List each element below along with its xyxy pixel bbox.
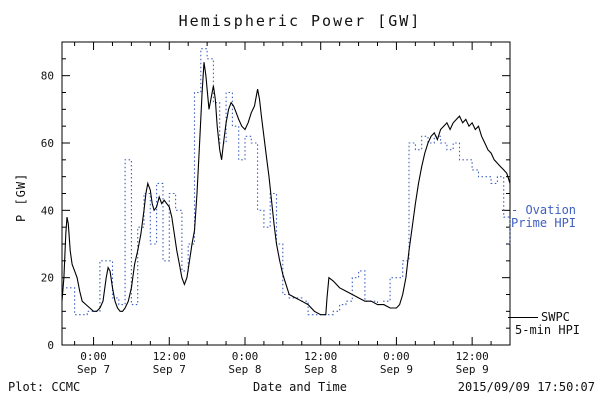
legend-swpc-line2: 5-min HPI <box>515 323 581 337</box>
svg-text:0: 0 <box>47 339 54 352</box>
legend-ovation-line2: Prime HPI <box>511 216 577 230</box>
svg-text:Sep 9: Sep 9 <box>380 363 413 376</box>
y-axis-label: P [GW] <box>14 172 28 222</box>
svg-text:Sep 7: Sep 7 <box>153 363 186 376</box>
svg-text:12:00: 12:00 <box>304 350 337 363</box>
svg-text:0:00: 0:00 <box>232 350 259 363</box>
plot-timestamp: 2015/09/09 17:50:07 <box>457 380 595 394</box>
x-axis-label: Date and Time <box>253 380 347 394</box>
svg-text:0:00: 0:00 <box>383 350 410 363</box>
svg-text:12:00: 12:00 <box>153 350 186 363</box>
svg-text:Sep 8: Sep 8 <box>304 363 337 376</box>
legend-swpc-line-icon <box>508 317 538 318</box>
svg-text:Sep 9: Sep 9 <box>456 363 489 376</box>
legend-swpc-line1: SWPC <box>541 310 570 324</box>
svg-text:80: 80 <box>41 70 54 83</box>
legend-ovation: - Ovation Prime HPI <box>511 204 576 230</box>
svg-text:20: 20 <box>41 272 54 285</box>
plot-credit: Plot: CCMC <box>8 380 81 394</box>
svg-text:60: 60 <box>41 137 54 150</box>
svg-text:0:00: 0:00 <box>80 350 107 363</box>
chart-title: Hemispheric Power [GW] <box>178 12 422 30</box>
svg-text:Sep 7: Sep 7 <box>77 363 110 376</box>
svg-text:40: 40 <box>41 204 54 217</box>
legend-ovation-line1: - Ovation <box>511 203 577 217</box>
svg-text:Sep 8: Sep 8 <box>228 363 261 376</box>
svg-text:12:00: 12:00 <box>456 350 489 363</box>
